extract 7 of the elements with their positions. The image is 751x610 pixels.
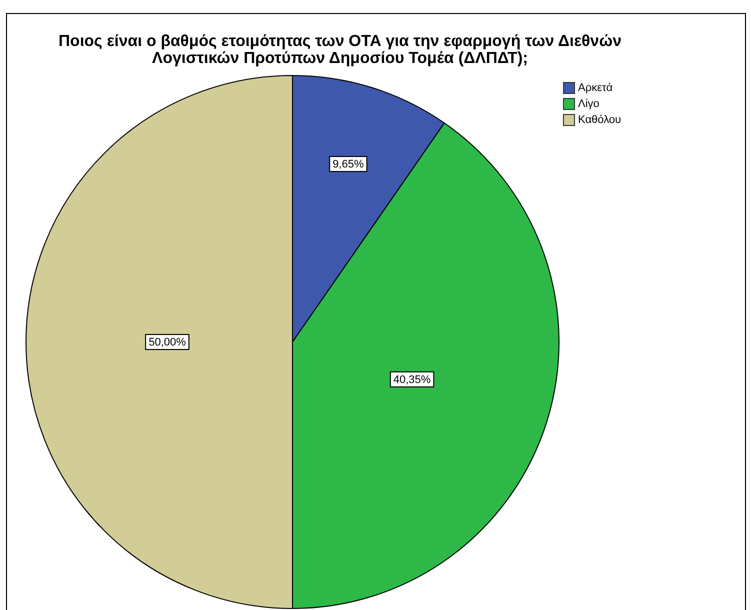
data-label: 9,65%	[332, 158, 364, 170]
legend-label: Λίγο	[578, 98, 600, 110]
legend-label: Αρκετά	[578, 82, 613, 94]
data-label: 40,35%	[393, 374, 431, 386]
data-label: 50,00%	[148, 336, 186, 349]
chart-title: Ποιος είναι ο βαθμός ετοιμότητας των ΟΤΑ για την εφαρμογή των Διεθνών Λογιστικών Προτύπων Δημοσίου Τομέα (ΔΛΠΔΤ);	[58, 33, 622, 67]
legend-label: Καθόλου	[578, 114, 622, 126]
